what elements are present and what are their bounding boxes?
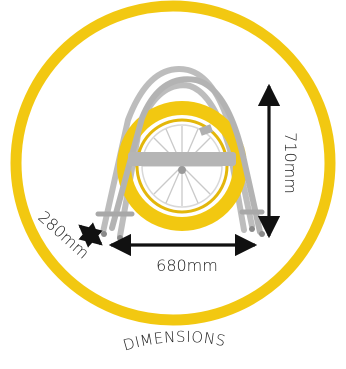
height-label: 710mm: [281, 132, 300, 194]
svg-text:DIMENSIONS: DIMENSIONS: [121, 328, 227, 355]
caption: DIMENSIONS: [0, 326, 346, 362]
reel-icon: [98, 69, 265, 241]
caption-text: DIMENSIONS: [121, 328, 227, 355]
width-label: 680mm: [156, 256, 218, 275]
